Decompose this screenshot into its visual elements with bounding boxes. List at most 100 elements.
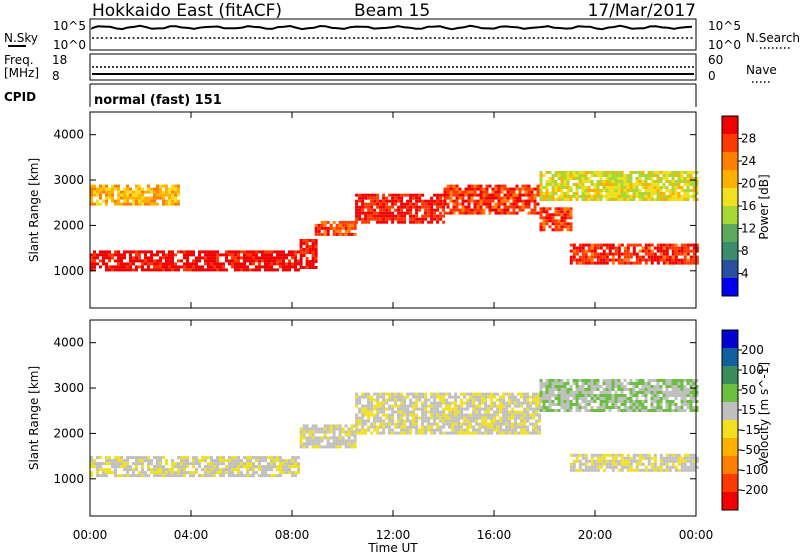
power-cell bbox=[361, 217, 365, 221]
velocity-cell bbox=[457, 422, 461, 426]
power-cell bbox=[527, 211, 531, 215]
velocity-ytick-label: 4000 bbox=[53, 336, 84, 350]
power-cell bbox=[96, 256, 99, 260]
velocity-cell bbox=[563, 385, 567, 388]
velocity-cell bbox=[258, 474, 261, 478]
power-cell bbox=[397, 205, 401, 209]
power-cell bbox=[388, 211, 392, 215]
velocity-cell bbox=[249, 468, 252, 472]
power-cell bbox=[361, 211, 365, 215]
power-cell bbox=[641, 255, 645, 259]
velocity-cell bbox=[403, 413, 407, 417]
power-cell bbox=[174, 190, 177, 194]
power-cell bbox=[482, 199, 486, 203]
velocity-cell bbox=[347, 436, 351, 440]
power-cell bbox=[317, 232, 321, 236]
velocity-cell bbox=[635, 459, 639, 463]
velocity-cell bbox=[454, 431, 458, 435]
power-cell bbox=[677, 258, 681, 262]
velocity-cell bbox=[463, 395, 467, 399]
velocity-cell bbox=[141, 474, 144, 478]
velocity-cell bbox=[361, 395, 365, 399]
velocity-cell bbox=[665, 409, 669, 412]
velocity-cell bbox=[578, 403, 582, 406]
velocity-cell bbox=[623, 400, 627, 403]
power-cell bbox=[255, 250, 258, 254]
power-cell bbox=[105, 265, 108, 269]
velocity-cell bbox=[466, 401, 470, 405]
power-cell bbox=[302, 251, 306, 254]
velocity-cell bbox=[605, 382, 609, 385]
velocity-cell bbox=[258, 468, 261, 472]
power-cell bbox=[150, 196, 153, 200]
velocity-cell bbox=[584, 394, 588, 397]
velocity-cell bbox=[180, 462, 183, 466]
power-cell bbox=[623, 174, 627, 177]
velocity-cell bbox=[535, 425, 539, 429]
velocity-cell bbox=[499, 404, 503, 408]
velocity-cell bbox=[285, 465, 288, 469]
velocity-cell bbox=[686, 388, 690, 391]
velocity-cell bbox=[523, 407, 527, 411]
power-cell bbox=[252, 250, 255, 254]
velocity-cell bbox=[481, 392, 485, 396]
power-cell bbox=[692, 198, 696, 201]
velocity-cell bbox=[421, 416, 425, 420]
velocity-cell bbox=[210, 471, 213, 475]
power-cell bbox=[587, 198, 591, 201]
velocity-cell bbox=[243, 456, 246, 460]
power-cell bbox=[111, 184, 114, 188]
power-cell bbox=[364, 217, 368, 221]
velocity-cell bbox=[557, 385, 561, 388]
velocity-cell bbox=[623, 456, 627, 460]
velocity-cell bbox=[502, 431, 506, 435]
power-cell bbox=[427, 202, 431, 206]
power-cell bbox=[569, 216, 573, 220]
velocity-cell bbox=[641, 406, 645, 409]
velocity-colorbar-tick-label: -50 bbox=[741, 443, 761, 457]
power-cell bbox=[623, 261, 627, 265]
power-cell bbox=[406, 208, 410, 212]
velocity-cell bbox=[614, 385, 618, 388]
velocity-cell bbox=[557, 382, 561, 385]
power-cell bbox=[620, 243, 624, 247]
velocity-cell bbox=[353, 445, 357, 449]
power-cell bbox=[587, 255, 591, 259]
velocity-cell bbox=[406, 431, 410, 435]
power-cell bbox=[572, 246, 576, 250]
power-cell bbox=[117, 193, 120, 197]
velocity-cell bbox=[436, 404, 440, 408]
power-cell bbox=[332, 229, 336, 233]
xtick-label: 08:00 bbox=[275, 528, 310, 542]
power-cell bbox=[311, 245, 315, 248]
velocity-cell bbox=[466, 428, 470, 432]
power-cell bbox=[479, 187, 483, 191]
power-cell bbox=[656, 243, 660, 247]
power-cell bbox=[641, 258, 645, 262]
power-cell bbox=[120, 193, 123, 197]
velocity-cell bbox=[671, 379, 675, 382]
velocity-cell bbox=[617, 388, 621, 391]
power-cell bbox=[335, 223, 339, 227]
velocity-cell bbox=[367, 419, 371, 423]
velocity-cell bbox=[496, 413, 500, 417]
velocity-cell bbox=[472, 413, 476, 417]
power-cell bbox=[406, 202, 410, 206]
power-cell bbox=[665, 195, 669, 198]
power-cell bbox=[662, 255, 666, 259]
power-cell bbox=[587, 177, 591, 180]
power-cell bbox=[473, 208, 477, 212]
velocity-cell bbox=[623, 385, 627, 388]
velocity-cell bbox=[665, 468, 669, 472]
velocity-cell bbox=[641, 391, 645, 394]
power-cell bbox=[129, 193, 132, 197]
velocity-cell bbox=[499, 428, 503, 432]
velocity-cell bbox=[382, 431, 386, 435]
power-cell bbox=[638, 171, 642, 174]
power-cell bbox=[213, 265, 216, 269]
velocity-cell bbox=[135, 474, 138, 478]
power-cell bbox=[602, 255, 606, 259]
velocity-cell bbox=[451, 401, 455, 405]
power-ytick-label: 1000 bbox=[53, 264, 84, 278]
velocity-cell bbox=[439, 401, 443, 405]
